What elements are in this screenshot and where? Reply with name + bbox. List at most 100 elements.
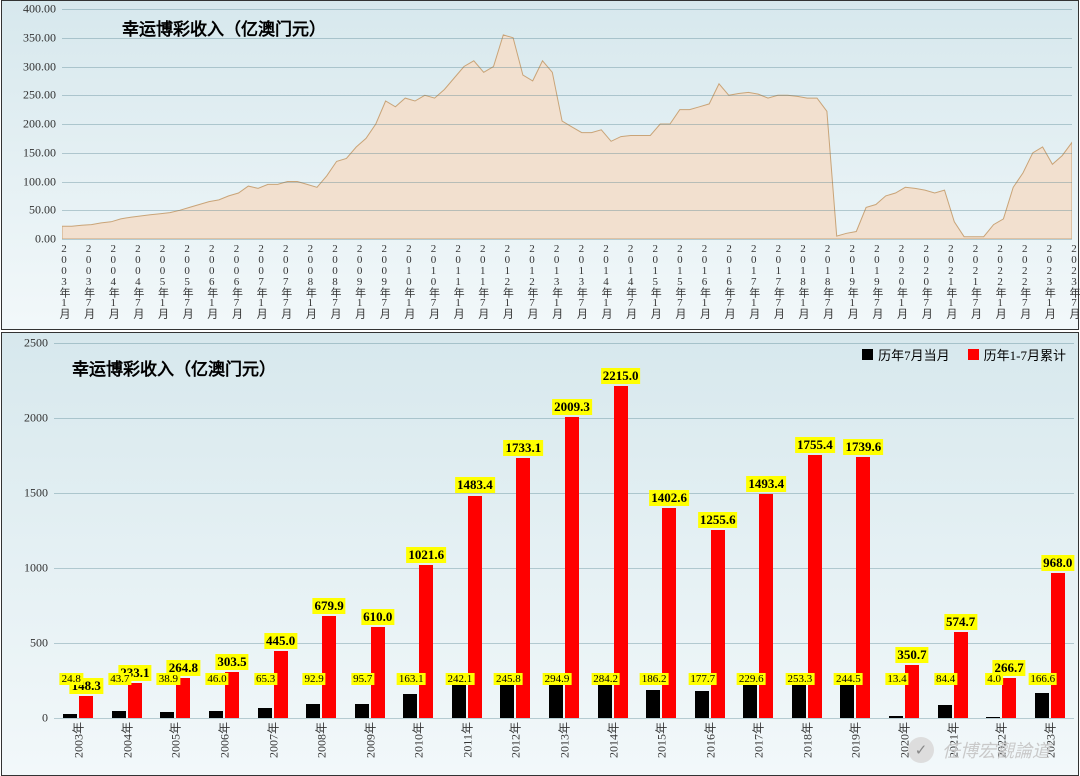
chart2-xtick: 2012年 <box>507 722 524 758</box>
bar-black <box>209 711 223 718</box>
chart2-xtick: 2017年 <box>750 722 767 758</box>
bar-black <box>258 708 272 718</box>
bar-red <box>419 565 433 718</box>
chart2-xtick: 2015年 <box>653 722 670 758</box>
chart1-xtick: 2004年1月 <box>105 243 121 318</box>
chart2-ytick: 0 <box>42 711 54 726</box>
chart2-xtick: 2008年 <box>313 722 330 758</box>
chart1-xtick: 2013年7月 <box>573 243 589 318</box>
datalabel-red: 968.0 <box>1041 555 1074 571</box>
datalabel-black: 284.2 <box>591 673 620 685</box>
datalabel-red: 1493.4 <box>746 476 786 492</box>
bar-black <box>938 705 952 718</box>
chart1-xtick: 2021年1月 <box>943 243 959 318</box>
bar-black <box>500 681 514 718</box>
chart1-xtick: 2017年7月 <box>770 243 786 318</box>
chart2-xtick: 2003年 <box>70 722 87 758</box>
bar-chart: 幸运博彩收入（亿澳门元） 历年7月当月 历年1-7月累计 2003年2004年2… <box>1 332 1079 776</box>
chart1-xtick: 2020年1月 <box>894 243 910 318</box>
chart2-ytick: 1000 <box>24 561 54 576</box>
chart1-xtick: 2019年7月 <box>869 243 885 318</box>
bar-black <box>840 681 854 718</box>
chart1-xtick: 2007年1月 <box>253 243 269 318</box>
chart2-xtick: 2005年 <box>167 722 184 758</box>
bar-black <box>646 690 660 718</box>
bar-black <box>743 684 757 718</box>
chart1-xtick: 2013年1月 <box>549 243 565 318</box>
chart2-xtick: 2006年 <box>216 722 233 758</box>
chart1-xtick: 2007年7月 <box>278 243 294 318</box>
chart1-xtick: 2022年1月 <box>992 243 1008 318</box>
chart1-xtick: 2004年7月 <box>130 243 146 318</box>
bar-red <box>322 616 336 718</box>
chart1-xtick: 2014年1月 <box>598 243 614 318</box>
chart1-ytick: 100.00 <box>23 174 62 189</box>
chart1-xtick: 2011年7月 <box>475 243 491 318</box>
chart1-ytick: 0.00 <box>35 232 62 247</box>
datalabel-black: 242.1 <box>445 673 474 685</box>
bar-black <box>63 714 77 718</box>
datalabel-red: 1733.1 <box>504 440 544 456</box>
chart1-xtick: 2010年7月 <box>426 243 442 318</box>
datalabel-red: 574.7 <box>944 614 977 630</box>
bar-black <box>452 682 466 718</box>
bar-red <box>1002 678 1016 718</box>
datalabel-black: 253.3 <box>785 673 814 685</box>
chart1-xtick: 2006年7月 <box>228 243 244 318</box>
chart1-xtick: 2015年1月 <box>647 243 663 318</box>
area-chart: 幸运博彩收入（亿澳门元） 2003年1月2003年7月2004年1月2004年7… <box>1 0 1079 330</box>
datalabel-red: 610.0 <box>361 609 394 625</box>
chart2-xtick: 2010年 <box>410 722 427 758</box>
chart2-ytick: 500 <box>30 636 54 651</box>
chart2-xtick: 2014年 <box>604 722 621 758</box>
chart1-xtick: 2023年7月 <box>1066 243 1080 318</box>
datalabel-red: 350.7 <box>895 647 928 663</box>
chart1-ytick: 250.00 <box>23 88 62 103</box>
bar-black <box>403 694 417 718</box>
datalabel-black: 84.4 <box>934 673 957 685</box>
datalabel-black: 13.4 <box>885 673 908 685</box>
datalabel-red: 303.5 <box>215 654 248 670</box>
chart2-xtick: 2011年 <box>458 722 475 758</box>
chart1-plot-area: 2003年1月2003年7月2004年1月2004年7月2005年1月2005年… <box>62 9 1072 239</box>
watermark-text: 任博宏觀論道 <box>942 737 1050 763</box>
chart2-xtick: 2009年 <box>361 722 378 758</box>
chart1-xtick: 2008年7月 <box>327 243 343 318</box>
bar-red <box>79 696 93 718</box>
datalabel-black: 43.7 <box>108 673 131 685</box>
datalabel-red: 2009.3 <box>552 399 592 415</box>
chart1-ytick: 300.00 <box>23 59 62 74</box>
chart1-xtick: 2019年1月 <box>844 243 860 318</box>
chart1-ytick: 400.00 <box>23 2 62 17</box>
chart2-ytick: 1500 <box>24 486 54 501</box>
chart1-xtick: 2003年7月 <box>81 243 97 318</box>
datalabel-black: 177.7 <box>688 673 717 685</box>
datalabel-red: 1402.6 <box>649 490 689 506</box>
datalabel-red: 1255.6 <box>698 512 738 528</box>
chart1-xtick: 2020年7月 <box>918 243 934 318</box>
bar-red <box>662 508 676 718</box>
bar-red <box>1051 573 1065 718</box>
chart1-xtick: 2015年7月 <box>672 243 688 318</box>
datalabel-black: 24.8 <box>60 673 83 685</box>
chart1-xtick: 2018年1月 <box>795 243 811 318</box>
bar-black <box>889 716 903 718</box>
watermark: ✓ 任博宏觀論道 <box>908 737 1050 763</box>
datalabel-black: 166.6 <box>1028 673 1057 685</box>
bar-black <box>986 717 1000 718</box>
datalabel-black: 186.2 <box>640 673 669 685</box>
datalabel-red: 1483.4 <box>455 477 495 493</box>
chart1-xtick: 2016年1月 <box>696 243 712 318</box>
chart2-ytick: 2000 <box>24 411 54 426</box>
bar-black <box>695 691 709 718</box>
chart1-xtick: 2014年7月 <box>623 243 639 318</box>
chart1-xtick: 2005年1月 <box>155 243 171 318</box>
chart2-ytick: 2500 <box>24 336 54 351</box>
bar-black <box>306 704 320 718</box>
chart1-xtick: 2008年1月 <box>302 243 318 318</box>
bar-red <box>128 683 142 718</box>
chart2-xtick: 2019年 <box>847 722 864 758</box>
datalabel-red: 679.9 <box>313 598 346 614</box>
chart1-xtick: 2011年1月 <box>450 243 466 318</box>
chart1-xtick: 2009年1月 <box>352 243 368 318</box>
